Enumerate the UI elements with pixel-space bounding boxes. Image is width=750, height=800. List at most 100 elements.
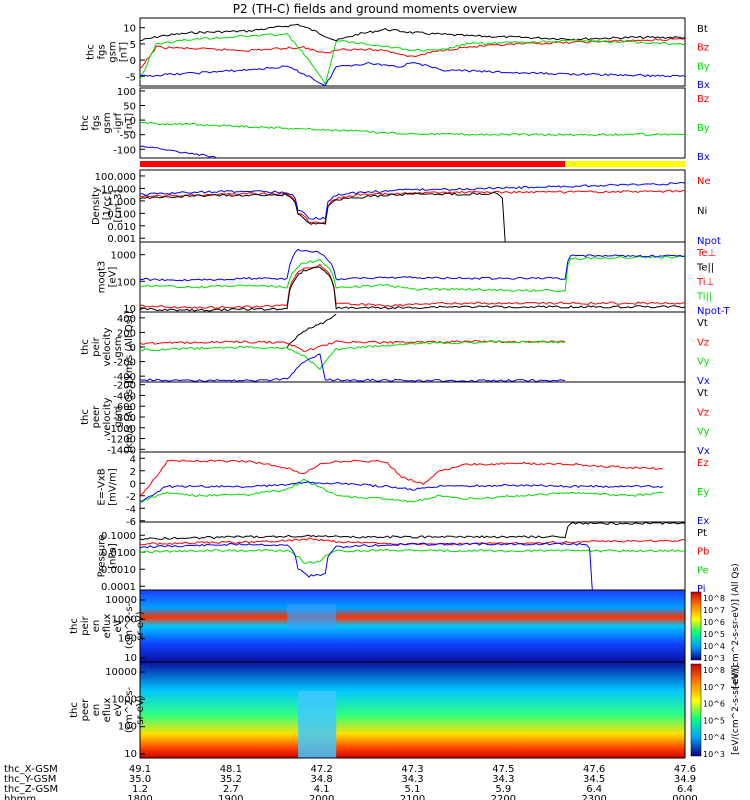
- panel-3-ytick-2: 1.000: [107, 197, 136, 208]
- panel-3-legend-1: Ni: [697, 206, 707, 217]
- panel-7-series-0: [139, 459, 664, 496]
- panel-8-legend-2: Pe: [697, 565, 709, 576]
- panel-7-series-1: [139, 478, 664, 503]
- panel-3-series-2: [139, 182, 686, 221]
- panel-10-ytick-1: 1000: [112, 694, 137, 705]
- panel-6-ytick-5: -1200: [107, 435, 136, 446]
- panel-0-ylabel-line-3: [nT]: [119, 42, 130, 62]
- panel-10-ylabel-line-0: thc: [69, 702, 80, 718]
- panel-6: -200-400-600-800-1000-1200-1400 Vt Vz Vy Vx: [107, 381, 710, 457]
- panel-3-ytick-1: 10.000: [101, 184, 136, 195]
- panel-0: 10 5 0 -5 Bt Bz By Bx: [123, 17, 710, 91]
- colorbar-10-tick-1: 10^7: [703, 683, 725, 692]
- panel-7-ytick-1: 2: [130, 467, 136, 478]
- xaxis-value-2-6: 6.4: [677, 784, 693, 795]
- colorbar-10-tick-3: 10^5: [703, 716, 725, 725]
- panel-5-ytick-4: -400: [113, 372, 136, 383]
- panel-5-legend-2: Vy: [697, 357, 710, 368]
- panel-5-ylabel-line-2: velocity: [102, 327, 113, 366]
- colorbar-9-tick-2: 10^6: [703, 618, 725, 627]
- panel-8-series-3: [139, 542, 593, 591]
- panel-0-legend-2: By: [697, 61, 710, 72]
- xaxis-value-1-4: 34.3: [492, 774, 514, 785]
- panel-8-series-0: [139, 521, 686, 541]
- panel-8-ytick-1: 0.0100: [101, 548, 136, 559]
- panel-4-ytick-0: 1000: [111, 251, 136, 262]
- panel-10-ylabel-line-3: eflux: [102, 698, 113, 723]
- panel-6-ytick-0: -200: [113, 381, 136, 392]
- panel-4-ylabel-line-0: moqt3: [97, 261, 108, 294]
- colorbar-9-tick-1: 10^7: [703, 606, 725, 615]
- panel-0-legend-3: Bx: [697, 80, 710, 91]
- panel-9-ylabel-line-0: thc: [69, 618, 80, 634]
- xaxis-value-3-0: 1800: [127, 794, 152, 800]
- xaxis-value-3-6: 0000: [672, 794, 697, 800]
- xaxis-value-0-5: 47.6: [583, 764, 605, 775]
- panel-7-legend-0: Ez: [697, 458, 709, 469]
- panel-5-ylabel-line-3: gsm: [113, 336, 124, 357]
- panel-6-legend-2: Vy: [697, 427, 710, 438]
- panel-10-ylabel-line-5: (cm^2-s-: [124, 686, 135, 733]
- panel-0-ytick-1: 5: [130, 40, 136, 51]
- xaxis-value-3-3: 2100: [400, 794, 425, 800]
- panel-0-ylabel: thc fgs gsm [nT]: [86, 41, 130, 62]
- panel-5-legend-3: Vx: [697, 376, 710, 387]
- xaxis-value-2-5: 6.4: [586, 784, 602, 795]
- panel-4-series-1: [139, 266, 686, 312]
- xaxis-value-1-0: 35.0: [129, 774, 151, 785]
- colorbar-9-tick-5: 10^3: [703, 654, 725, 663]
- panel-9-ytick-2: 100: [118, 634, 137, 645]
- panel-3-ytick-0: 100.000: [95, 172, 136, 183]
- panel-5-ylabel: thc peir velocity gsm [km/s (All Qs)]: [80, 311, 135, 383]
- colorbar-10: 10^8 10^7 10^6 10^5 10^4 10^3 [eV/(cm^2-s-sr-e…: [690, 663, 741, 759]
- panel-5-ylabel-line-4: [km/s (All Qs)]: [124, 311, 135, 383]
- panel-6-legend-3: Vx: [697, 446, 710, 457]
- panel-2: [140, 161, 685, 167]
- xaxis-value-0-3: 47.3: [401, 764, 423, 775]
- panel-10-ylabel-line-6: sr-eV): [135, 695, 146, 724]
- panel-8-series-2: [139, 548, 686, 565]
- panel-8-frame: [139, 521, 686, 591]
- panel-4-series-3: [139, 255, 686, 293]
- panel-9-ylabel-line-1: peir: [80, 615, 91, 635]
- panel-4-series-4: [139, 248, 686, 282]
- panel-3-ytick-4: 0.010: [107, 222, 136, 233]
- panel-7-ytick-5: -6: [126, 517, 136, 528]
- panel-1-ytick-0: 100: [117, 87, 136, 98]
- xaxis-row-label-2: thc_Z-GSM: [4, 784, 58, 795]
- panel-1-ytick-1: 50: [123, 102, 136, 113]
- panel-3-ytick-3: 0.100: [107, 209, 136, 220]
- panel-5-ytick-3: -200: [113, 358, 136, 369]
- panel-9-ylabel-line-2: en: [91, 620, 102, 633]
- panel-5-ytick-0: 400: [117, 314, 136, 325]
- panel-1-legend-0: Bz: [697, 94, 709, 105]
- colorbar-9-tick-3: 10^5: [703, 630, 725, 639]
- xaxis-value-0-1: 48.1: [220, 764, 242, 775]
- panel-6-ytick-4: -1000: [107, 424, 136, 435]
- panel-3-legend-0: Ne: [697, 176, 711, 187]
- panel-3-ylabel-line-1: [1/cc]: [102, 192, 113, 221]
- xaxis-value-2-1: 2.7: [223, 784, 239, 795]
- x-axis-labels: thc_X-GSM 49.1 48.1 47.2 47.3 47.5 47.6 47.6 thc…: [4, 764, 698, 800]
- colorbar-10-tick-4: 10^4: [703, 733, 725, 742]
- panel-3-frame: [139, 169, 686, 243]
- panel-8-ylabel-line-0: Pressure: [97, 535, 108, 578]
- panel-10-ytick-2: 100: [118, 722, 137, 733]
- panel-1: 100 50 0 -50 -100 Bz By Bx: [113, 87, 710, 163]
- colorbar-9-tick-4: 10^4: [703, 642, 725, 651]
- panel-8-ytick-3: 0.0001: [101, 582, 136, 593]
- xaxis-value-0-2: 47.2: [311, 764, 333, 775]
- xaxis-value-1-3: 34.3: [401, 774, 423, 785]
- panel-5-ylabel-line-0: thc: [80, 339, 91, 355]
- panel-10-ylabel-line-1: peer: [80, 698, 91, 722]
- panel-9-ylabel-line-5: (cm^2-s-: [124, 602, 135, 649]
- panel-0-ylabel-line-0: thc: [86, 44, 97, 60]
- panel-4-ylabel-line-1: [eV]: [108, 267, 119, 288]
- colorbar-10-tick-5: 10^3: [703, 750, 725, 759]
- status-bar-segment-1: [565, 161, 685, 167]
- panel-6-ylabel-line-4: [km/s (All Qs)]: [124, 381, 135, 453]
- panel-1-ylabel-line-4: [nT]: [124, 113, 135, 133]
- panel-0-ytick-0: 10: [123, 24, 136, 35]
- panel-0-series-0: [139, 23, 686, 42]
